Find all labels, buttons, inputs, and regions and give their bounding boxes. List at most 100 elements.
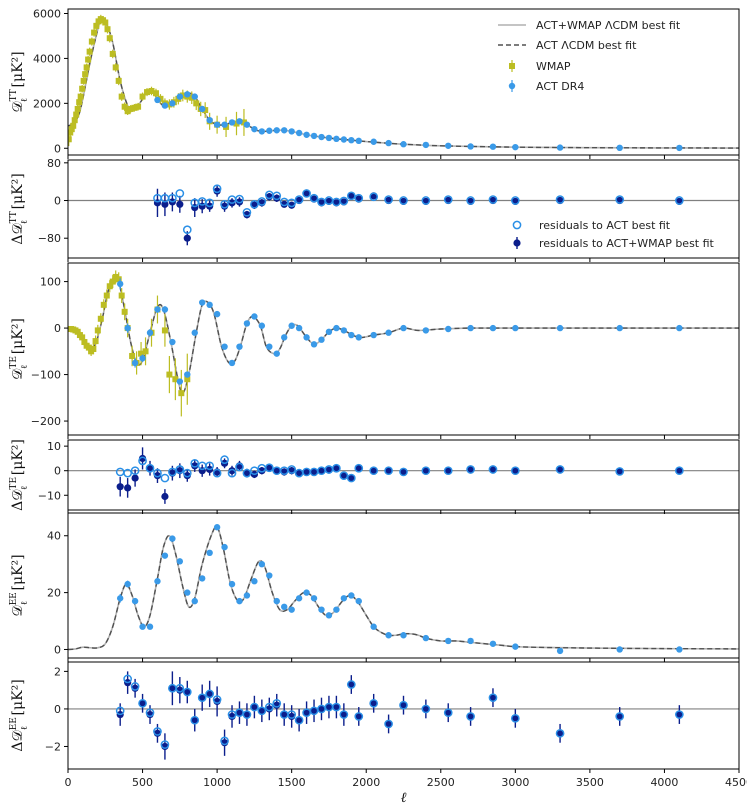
y-tick-label: 0 [54,703,61,716]
residual-act-point [488,693,498,703]
act-point [236,118,243,125]
residual-act-point [399,700,408,710]
residual-actwmap-point [355,464,363,472]
x-tick-label: 2500 [427,776,455,789]
plot-area-dtt [68,184,739,246]
wmap-point [79,85,86,92]
y-tick-label: 0 [54,322,61,335]
wmap-point [103,292,110,299]
residual-actwmap-point [273,467,281,475]
act-point [348,592,355,599]
wmap-point [74,328,81,335]
wmap-point [79,334,86,341]
act-point [213,310,221,318]
series-act [154,91,683,152]
residual-actwmap-point [332,464,340,472]
residual-act-point [190,458,200,468]
act-point [385,329,392,336]
act-point [489,640,497,647]
residual-act-point [354,193,364,203]
act-point [467,637,474,645]
residual-act-point [257,197,267,206]
act-point [303,589,310,596]
residual-actwmap-point [467,712,475,721]
residual-act-point [302,189,311,198]
wmap-point [68,129,74,136]
series-act [116,524,683,655]
act-point [489,324,497,332]
wmap-point [129,352,136,359]
residual-act-point [242,468,252,478]
act-point [355,137,362,145]
act-point [199,105,206,113]
act-point [340,136,348,143]
residual-act-point [220,455,229,464]
residual-actwmap-point [332,703,340,711]
act-point [161,306,169,313]
act-point [146,329,154,336]
legend-label-wmap: WMAP [536,60,571,73]
act-point [400,324,407,332]
residual-actwmap-point [161,492,169,501]
act-point [236,343,243,350]
residual-act-point [220,736,229,746]
wmap-point [144,89,151,96]
residual-act-point [615,712,625,721]
act-point [206,116,213,124]
y-tick-label: 6000 [33,7,61,20]
wmap-point [233,120,240,127]
act-point [228,359,236,367]
residual-act-point [466,465,475,474]
act-point [251,125,258,133]
residual-act-point [272,191,282,201]
residual-act-point [123,468,132,478]
residual-act-point [182,468,192,478]
act-point [512,143,519,151]
wmap-point [85,344,92,351]
residual-actwmap-point [489,694,497,702]
residual-act-point [369,192,379,202]
act-point [243,592,251,599]
residual-actwmap-point [295,469,303,477]
act-point [191,93,198,100]
wmap-point [74,105,81,112]
act-point [310,595,318,602]
act-point [295,595,303,602]
x-tick-label: 0 [65,776,72,789]
act-point [556,324,564,332]
act-point [228,580,236,588]
residual-actwmap-point [310,468,318,476]
residual-act-point [332,702,341,712]
act-point [191,597,198,605]
residual-actwmap-point [489,465,497,474]
act-point [295,129,303,137]
series-res_actwmap [116,671,683,760]
plot-area-dte [68,447,739,504]
residual-actwmap-point [176,200,184,208]
residual-actwmap-point [302,709,311,717]
act-point [340,327,348,334]
wmap-point [127,105,134,112]
act-point [556,647,564,655]
act-point [221,121,228,128]
panel-frame [67,159,740,259]
residual-act-point [235,462,244,472]
residual-actwmap-point [183,688,191,696]
act-point [333,324,340,332]
act-point [288,322,295,329]
x-tick-label: 4000 [650,776,678,789]
residual-actwmap-point [355,712,363,721]
residual-act-point [555,195,565,204]
act-point [325,612,333,619]
residual-act-point [190,715,200,725]
wmap-point [138,350,145,357]
act-point [273,127,280,134]
residual-act-point [510,466,520,476]
act-point [340,595,348,602]
act-point [206,549,213,557]
legend-wmap-swatch [509,63,515,69]
wmap-point [76,99,83,106]
residual-act-point [123,674,132,684]
residual-act-point [205,689,215,699]
wmap-point [68,126,75,133]
